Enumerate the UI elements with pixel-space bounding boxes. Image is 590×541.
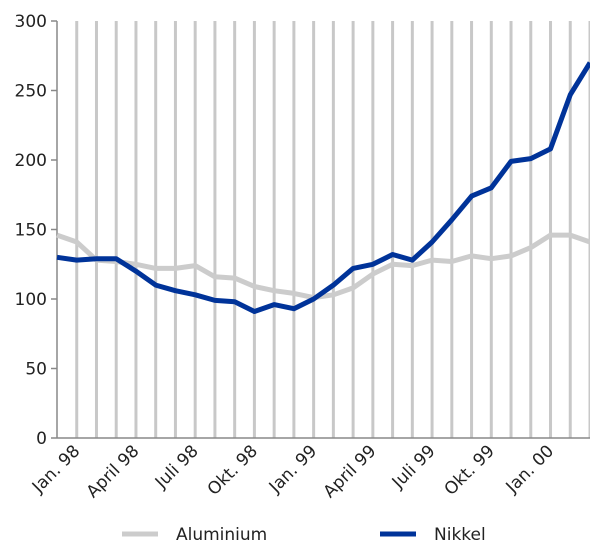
x-tick-label: April 99 xyxy=(320,441,381,502)
legend-label: Aluminium xyxy=(176,525,267,541)
x-tick-label: Okt. 99 xyxy=(441,441,499,499)
x-tick-label: April 98 xyxy=(83,441,144,502)
y-tick-label: 300 xyxy=(15,12,47,32)
x-tick-label: Jan. 98 xyxy=(28,441,84,497)
x-tick-label: Juli 99 xyxy=(388,441,440,493)
y-tick-label: 200 xyxy=(15,151,47,171)
y-tick-label: 250 xyxy=(15,82,47,102)
x-tick-label: Juli 98 xyxy=(151,441,203,493)
legend-label: Nikkel xyxy=(434,525,486,541)
x-tick-label: Jan. 00 xyxy=(502,441,558,497)
y-tick-label: 100 xyxy=(15,290,47,310)
y-tick-label: 50 xyxy=(25,360,47,380)
x-tick-label: Jan. 99 xyxy=(265,441,321,497)
y-tick-label: 150 xyxy=(15,221,47,241)
x-tick-label: Okt. 98 xyxy=(204,441,262,499)
line xyxy=(56,61,590,314)
y-tick-label: 0 xyxy=(36,429,47,449)
line xyxy=(56,232,590,301)
